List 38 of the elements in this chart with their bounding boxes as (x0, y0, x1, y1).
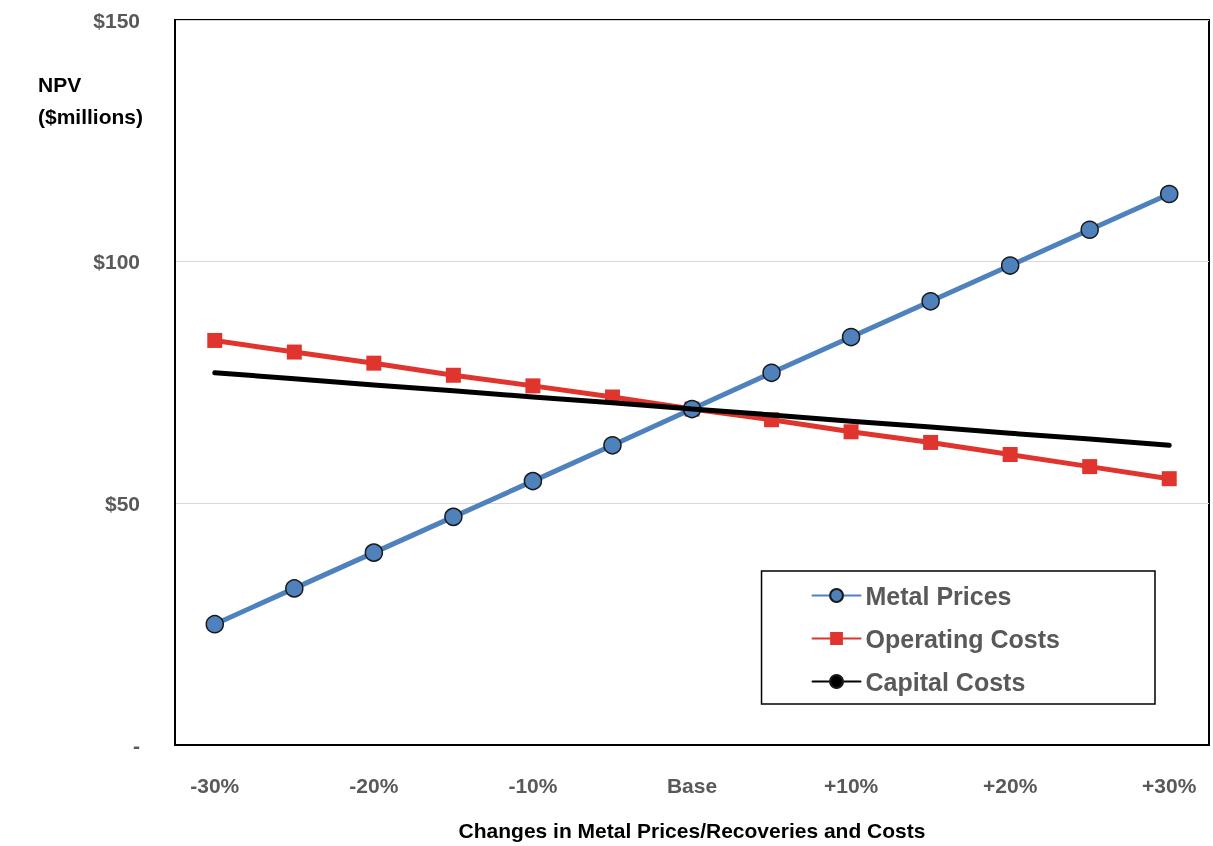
x-tick-label: Base (666, 774, 718, 797)
point (921, 292, 940, 311)
y-tick-label: $150 (93, 8, 140, 32)
x-tick-label: -10% (508, 774, 558, 797)
point (843, 424, 859, 440)
point (366, 355, 382, 371)
point (523, 471, 543, 491)
x-tick-label: +20% (983, 774, 1038, 797)
point (286, 344, 302, 360)
point (525, 378, 541, 394)
point (1002, 447, 1018, 463)
point (1082, 459, 1098, 475)
y-tick-label: $50 (104, 491, 140, 515)
point (841, 327, 861, 347)
legend-label: Operating Costs (865, 624, 1061, 653)
point (207, 332, 223, 348)
point (445, 367, 461, 383)
x-axis-title: Changes in Metal Prices/Recoveries and Costs (458, 819, 926, 842)
point (1160, 184, 1179, 204)
point (364, 543, 384, 562)
x-tick-label: -20% (349, 774, 399, 797)
point (1161, 471, 1177, 487)
legend-label: Capital Costs (865, 667, 1026, 696)
x-tick-label: -30% (190, 774, 240, 797)
y-tick-label: - (133, 733, 140, 757)
y-axis-title: NPV ($millions) (38, 72, 144, 128)
point (923, 434, 939, 450)
point (205, 614, 225, 634)
point (1080, 220, 1099, 240)
point (603, 436, 622, 455)
point (1000, 256, 1020, 275)
x-tick-label: +10% (823, 774, 879, 797)
y-tick-label: $100 (93, 250, 140, 274)
point (762, 363, 781, 383)
point (444, 507, 463, 527)
point (285, 579, 304, 598)
legend-label: Metal Prices (865, 581, 1012, 610)
x-tick-label: +30% (1142, 774, 1197, 797)
